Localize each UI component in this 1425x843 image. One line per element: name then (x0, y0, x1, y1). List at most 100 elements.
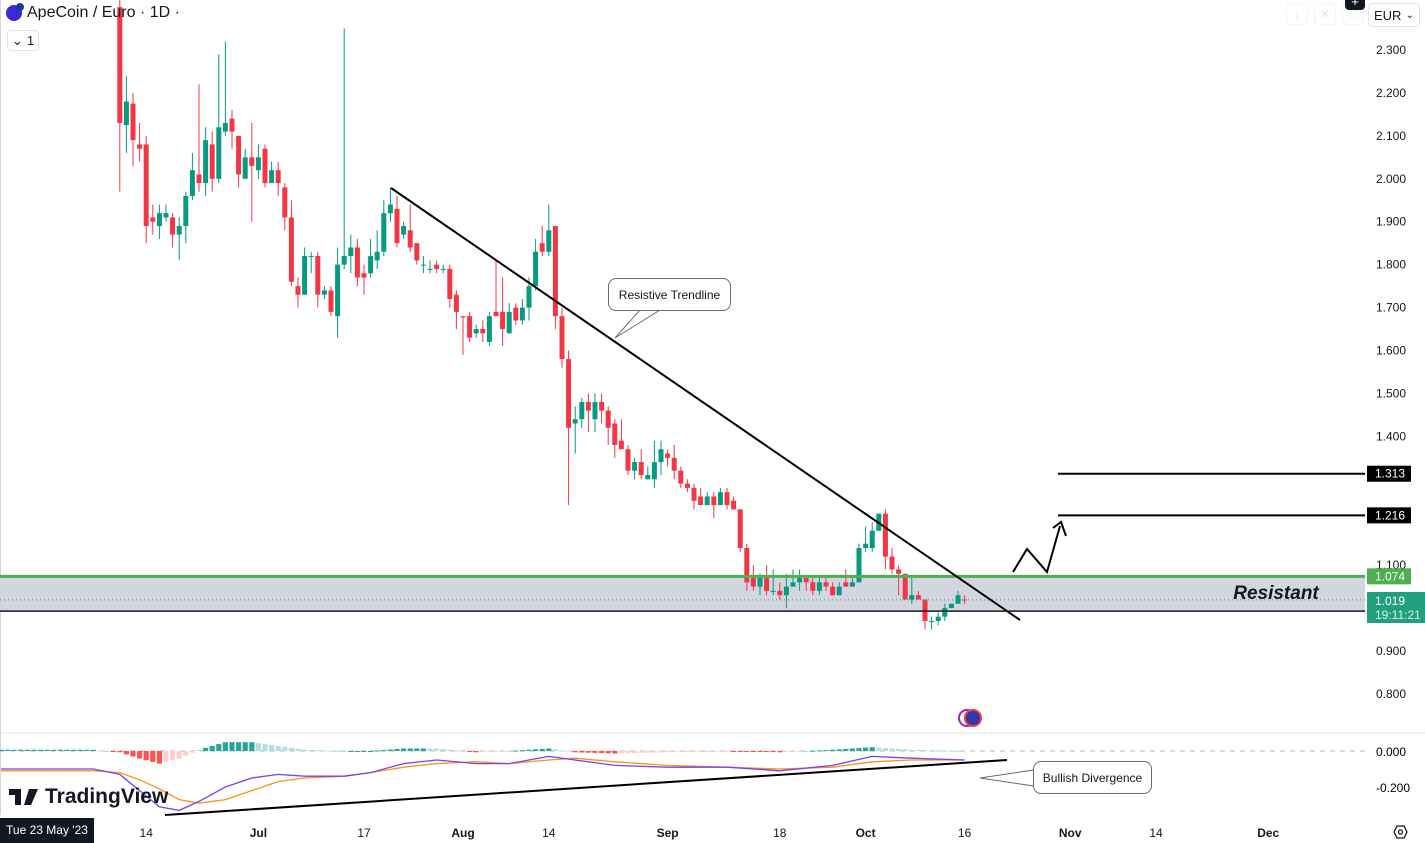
callout-tail (979, 769, 1035, 787)
candle-body (282, 187, 288, 218)
candle-body (156, 213, 162, 227)
candle-body (882, 513, 888, 557)
histogram-bar (110, 751, 116, 752)
candle-body (170, 217, 176, 235)
candle-body (724, 492, 730, 506)
time-tick: 14 (1149, 826, 1163, 840)
histogram-bar (44, 749, 50, 751)
histogram-bar (387, 749, 393, 751)
candle (612, 419, 618, 458)
candle (889, 547, 895, 574)
candle-body (731, 500, 737, 510)
price-tick: 2.300 (1376, 43, 1406, 57)
candle-body (440, 268, 446, 270)
candle (189, 153, 195, 201)
macd-line (1, 755, 965, 812)
candle (163, 204, 169, 222)
price-tick: 0.900 (1376, 644, 1406, 658)
candle-body (764, 578, 770, 591)
trendline-callout[interactable]: Resistive Trendline (608, 278, 731, 311)
candle (750, 565, 756, 591)
histogram-bar (24, 749, 30, 751)
candle (929, 616, 935, 630)
candle-body (599, 402, 605, 411)
histogram-bar (216, 744, 222, 751)
candle-body (341, 256, 347, 265)
histogram-bar (889, 748, 895, 751)
histogram-bar (711, 751, 717, 752)
add-plus-icon[interactable]: + (1345, 0, 1365, 10)
projection-arrow[interactable] (1012, 520, 1067, 575)
candle-body (777, 590, 783, 596)
histogram-bar (473, 751, 479, 753)
collapse-icon[interactable]: ✕ (1314, 3, 1336, 25)
histogram-bar (486, 751, 492, 752)
candle-body (414, 243, 420, 261)
candle-body (130, 103, 136, 141)
candle (341, 28, 347, 269)
settings-gear-icon[interactable] (1393, 825, 1408, 839)
candle (249, 122, 255, 222)
candle (460, 316, 466, 355)
histogram-bar (453, 750, 459, 752)
candle-body (612, 423, 618, 445)
histogram-bar (275, 745, 281, 751)
histogram-bar (757, 751, 763, 752)
candle-body (150, 217, 156, 222)
candle (830, 582, 836, 596)
candle (909, 578, 915, 604)
candle (790, 569, 796, 587)
indicator-count: 1 (26, 33, 35, 48)
time-axis[interactable]: 14 Jul 17 Aug 14 Sep 18 Oct 16 Nov 14 Dec (140, 826, 1280, 840)
histogram-bar (308, 749, 314, 751)
collapse-indicators-button[interactable]: ⌄ 1 (7, 30, 39, 51)
event-markers[interactable] (958, 709, 982, 727)
candle-body (843, 582, 849, 587)
histogram-bar (288, 747, 294, 751)
candle (434, 260, 440, 274)
arrow-down-icon[interactable]: ↓ (1286, 3, 1308, 25)
candle (902, 573, 908, 600)
histogram-bar (130, 751, 136, 757)
price-axis[interactable]: 2.300 2.200 2.100 2.000 1.900 1.800 1.700 1.600… (1376, 43, 1406, 701)
candles-layer (117, 0, 968, 630)
candle-body (625, 449, 631, 471)
candle-body (117, 7, 123, 123)
tradingview-logo[interactable]: TradingView (9, 785, 168, 809)
divergence-callout[interactable]: Bullish Divergence (1033, 761, 1152, 794)
candle-body (618, 440, 624, 450)
bullish-divergence-line[interactable] (164, 759, 1008, 816)
histogram-bar (189, 751, 195, 753)
symbol-header[interactable]: ApeCoin / Euro · 1D · (6, 3, 180, 22)
histogram-bar (922, 750, 928, 752)
macd-tick: -0.200 (1376, 781, 1410, 795)
histogram-bar (315, 750, 321, 752)
histogram-bar (493, 751, 499, 752)
histogram-bar (539, 748, 545, 751)
resistive-trendline[interactable] (390, 187, 1021, 621)
histogram-bar (18, 749, 24, 751)
candle-body (816, 582, 822, 591)
candle (863, 526, 869, 553)
histogram-bar (104, 751, 110, 752)
candle (467, 311, 473, 342)
candle-body (328, 290, 334, 312)
candle-body (453, 294, 459, 312)
price-tick: 1.700 (1376, 301, 1406, 315)
histogram-bar (678, 751, 684, 752)
candle (566, 350, 572, 506)
candle-body (420, 264, 426, 266)
symbol-title: ApeCoin / Euro · 1D · (27, 4, 180, 21)
last-price-label: 1.019 19:11:21 (1367, 592, 1425, 623)
candle (401, 221, 407, 239)
candle-body (123, 101, 129, 126)
candle-body (506, 311, 512, 334)
candle (209, 131, 215, 192)
histogram-bar (665, 751, 671, 753)
candle-body (922, 599, 928, 621)
currency-select[interactable]: EUR ⌄ (1368, 3, 1420, 27)
candle-body (493, 311, 499, 317)
histogram-bar (328, 750, 334, 752)
candle (255, 144, 261, 179)
